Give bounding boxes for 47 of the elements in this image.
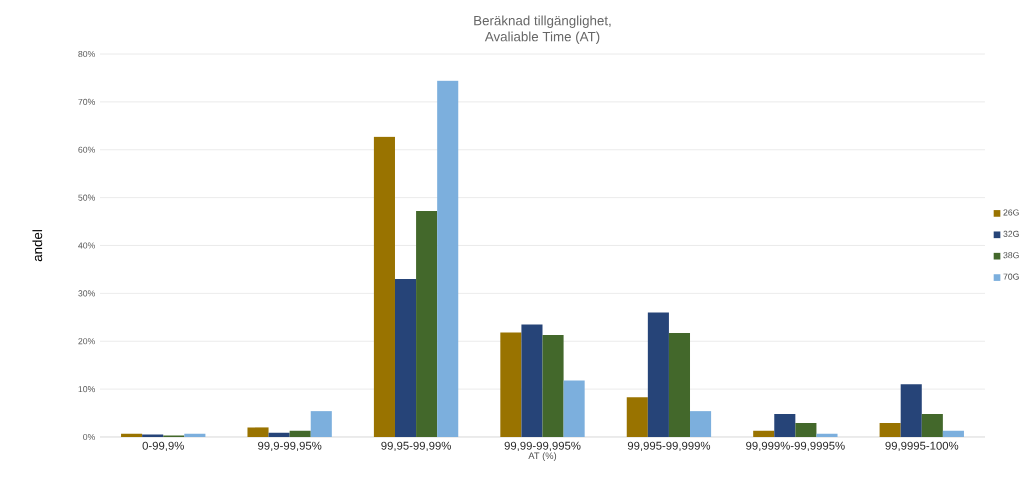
bar	[394, 279, 417, 437]
x-tick-label: 0-99,9%	[142, 441, 184, 452]
bar	[879, 423, 901, 437]
y-tick-label: 70%	[78, 98, 95, 105]
legend-label: 26G	[1003, 209, 1019, 216]
x-tick-label: 99,9995-100%	[885, 441, 959, 452]
bar	[942, 430, 964, 437]
bar	[500, 332, 522, 437]
y-tick-label: 40%	[78, 242, 95, 249]
bar	[816, 433, 838, 437]
bar	[900, 384, 922, 437]
bar	[753, 430, 775, 437]
legend-label: 70G	[1003, 273, 1019, 280]
y-tick-label: 60%	[78, 146, 95, 153]
bar	[563, 380, 585, 437]
bar	[921, 414, 943, 437]
x-tick-label: 99,995-99,999%	[627, 441, 711, 452]
y-tick-label: 30%	[78, 290, 95, 297]
bar	[247, 427, 269, 437]
x-axis-title: AT (%)	[528, 452, 557, 461]
bar	[690, 411, 712, 437]
legend-label: 32G	[1003, 230, 1019, 237]
bar	[542, 335, 564, 437]
bar	[521, 324, 543, 437]
x-tick-label: 99,9-99,95%	[258, 441, 322, 452]
x-tick-label: 99,95-99,99%	[381, 441, 451, 452]
bar	[774, 414, 796, 437]
bar	[668, 333, 691, 437]
legend-label: 38G	[1003, 252, 1019, 259]
bar	[626, 397, 648, 437]
y-axis-title: andel	[32, 230, 43, 262]
chart-title: Beräknad tillgänglighet, Avaliable Time (AT)	[474, 15, 611, 44]
bar	[437, 80, 459, 437]
bar	[416, 211, 438, 437]
y-tick-label: 50%	[78, 194, 95, 201]
y-tick-label: 0%	[83, 433, 95, 441]
x-tick-label: 99,99-99,995%	[504, 441, 581, 452]
x-tick-label: 99,999%-99,9995%	[746, 441, 845, 452]
bar	[647, 312, 669, 437]
bar	[268, 432, 290, 437]
y-tick-label: 10%	[78, 386, 95, 393]
y-tick-label: 80%	[78, 50, 95, 58]
bar	[310, 411, 332, 437]
bar	[289, 430, 311, 437]
y-tick-label: 20%	[78, 338, 95, 345]
bar	[373, 136, 395, 437]
bar	[795, 423, 817, 437]
